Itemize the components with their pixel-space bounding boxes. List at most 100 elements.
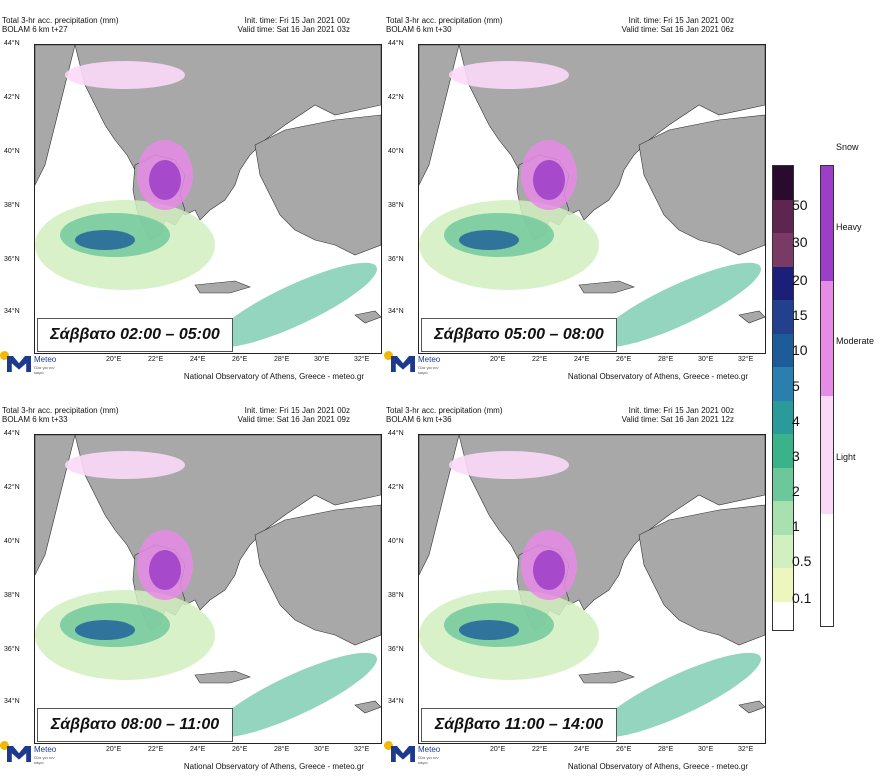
valid-time: Valid time: Sat 16 Jan 2021 09z [237, 415, 350, 424]
panel-model: BOLAM 6 km t+30 [386, 25, 452, 34]
logo-slogan: Όλα για τον καιρό [418, 755, 439, 765]
land-crete [578, 280, 635, 294]
latitude-label: 38°N [388, 202, 404, 209]
longitude-label: 28°E [274, 746, 290, 753]
land-cyprus [738, 310, 765, 324]
longitude-label: 32°E [354, 356, 370, 363]
latitude-label: 44°N [4, 430, 20, 437]
precipitation-map: Σάββατο 02:00 – 05:00 [34, 44, 382, 354]
panel-header: Total 3-hr acc. precipitation (mm) BOLAM… [384, 14, 734, 48]
init-time: Init. time: Fri 15 Jan 2021 00z [628, 16, 734, 25]
colorbar-label: 5 [792, 378, 800, 394]
panel-title: Total 3-hr acc. precipitation (mm) [2, 406, 119, 415]
latitude-label: 44°N [388, 430, 404, 437]
snow-label: Heavy [836, 222, 862, 232]
colorbar-label: 0.5 [792, 553, 812, 569]
colorbar-label: 3 [792, 448, 800, 464]
colorbar-label: 1 [792, 518, 800, 534]
rain-heavy [459, 230, 519, 250]
latitude-label: 42°N [388, 94, 404, 101]
rain-heavy [459, 620, 519, 640]
precipitation-colorbar [772, 165, 794, 631]
snow-colorbar [820, 165, 834, 627]
land-italy [419, 45, 460, 186]
land-cyprus [738, 700, 765, 714]
period-label: Σάββατο 08:00 – 11:00 [37, 708, 233, 742]
latitude-label: 34°N [4, 308, 20, 315]
longitude-label: 32°E [354, 746, 370, 753]
snow-label: Moderate [836, 336, 875, 346]
latitude-label: 44°N [4, 40, 20, 47]
longitude-label: 24°E [190, 356, 206, 363]
latitude-label: 40°N [388, 148, 404, 155]
longitude-label: 26°E [232, 356, 248, 363]
logo-name: Meteo [34, 745, 57, 754]
colorbar-swatch [773, 400, 793, 434]
latitude-label: 36°N [388, 646, 404, 653]
snow-light [449, 451, 569, 479]
init-time: Init. time: Fri 15 Jan 2021 00z [244, 406, 350, 415]
panel-title: Total 3-hr acc. precipitation (mm) [2, 16, 119, 25]
colorbar-label: 0.1 [792, 590, 812, 606]
snow-swatch [821, 514, 833, 626]
longitude-label: 32°E [738, 746, 754, 753]
longitude-label: 30°E [698, 746, 714, 753]
init-time: Init. time: Fri 15 Jan 2021 00z [244, 16, 350, 25]
land-turkey [254, 114, 381, 256]
precipitation-map: Σάββατο 08:00 – 11:00 [34, 434, 382, 744]
precipitation-map: Σάββατο 11:00 – 14:00 [418, 434, 766, 744]
map-canvas [419, 435, 765, 738]
logo-name: Meteo [34, 355, 57, 364]
land-crete [194, 670, 251, 684]
latitude-label: 34°N [4, 698, 20, 705]
land-italy [419, 435, 460, 576]
colorbar-swatch [773, 568, 793, 602]
colorbar-swatch [773, 601, 793, 630]
colorbar-swatch [773, 166, 793, 200]
longitude-label: 20°E [490, 356, 506, 363]
longitude-label: 28°E [274, 356, 290, 363]
latitude-label: 40°N [4, 148, 20, 155]
meteo-logo: Meteo Όλα για τον καιρό [0, 739, 70, 767]
period-label: Σάββατο 05:00 – 08:00 [421, 318, 617, 352]
longitude-label: 24°E [574, 356, 590, 363]
latitude-label: 42°N [4, 484, 20, 491]
sun-dot-icon [384, 741, 393, 750]
land-turkey [254, 504, 381, 646]
valid-time: Valid time: Sat 16 Jan 2021 03z [237, 25, 350, 34]
colorbar-label: 2 [792, 483, 800, 499]
longitude-label: 30°E [314, 746, 330, 753]
longitude-label: 30°E [698, 356, 714, 363]
colorbar-swatch [773, 501, 793, 535]
map-canvas [35, 435, 381, 738]
snow-swatch [821, 166, 833, 281]
longitude-label: 30°E [314, 356, 330, 363]
snow-label: Light [836, 452, 856, 462]
longitude-label: 26°E [616, 746, 632, 753]
valid-time: Valid time: Sat 16 Jan 2021 12z [621, 415, 734, 424]
colorbar-swatch [773, 199, 793, 233]
land-crete [194, 280, 251, 294]
colorbar-label: 50 [792, 197, 808, 213]
longitude-label: 26°E [616, 356, 632, 363]
colorbar-swatch [773, 534, 793, 568]
colorbar-label: 20 [792, 272, 808, 288]
longitude-label: 20°E [106, 356, 122, 363]
longitude-label: 24°E [190, 746, 206, 753]
period-label: Σάββατο 11:00 – 14:00 [421, 708, 617, 742]
period-label: Σάββατο 02:00 – 05:00 [37, 318, 233, 352]
latitude-label: 34°N [388, 698, 404, 705]
logo-slogan: Όλα για τον καιρό [34, 365, 55, 375]
map-panel: Total 3-hr acc. precipitation (mm) BOLAM… [0, 404, 382, 776]
rain-heavy [75, 620, 135, 640]
map-canvas [35, 45, 381, 348]
rain-sea-band [212, 262, 378, 348]
panel-model: BOLAM 6 km t+27 [2, 25, 68, 34]
longitude-label: 32°E [738, 356, 754, 363]
map-canvas [419, 45, 765, 348]
land-crete [578, 670, 635, 684]
colorbar-swatch [773, 266, 793, 300]
credit-text: National Observatory of Athens, Greece -… [567, 372, 748, 381]
meteo-logo: Meteo Όλα για τον καιρό [384, 349, 454, 377]
panel-title: Total 3-hr acc. precipitation (mm) [386, 406, 503, 415]
